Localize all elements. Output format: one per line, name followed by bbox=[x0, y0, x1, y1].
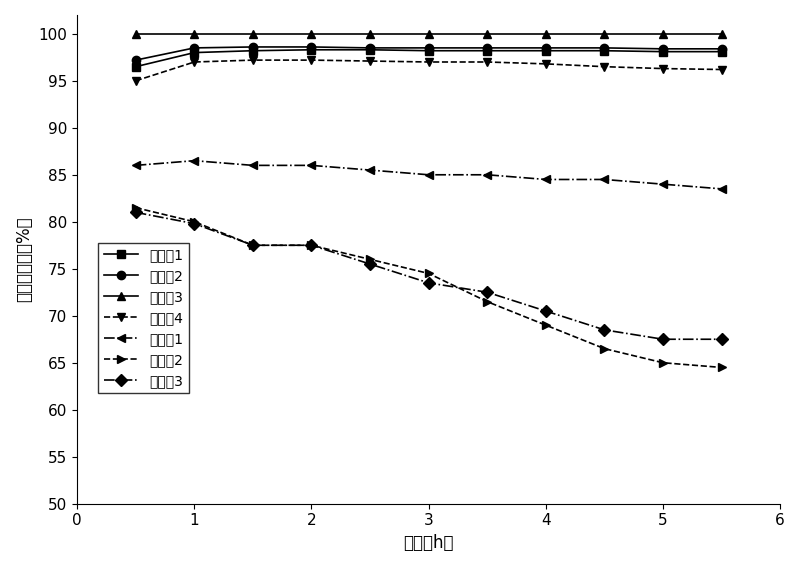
实施例4 bbox=[482, 58, 492, 65]
实施例4 bbox=[717, 66, 726, 73]
Line: 实施例3: 实施例3 bbox=[131, 29, 726, 38]
对比例2 bbox=[306, 242, 316, 249]
实施例1 bbox=[306, 46, 316, 53]
实施例1 bbox=[717, 48, 726, 55]
Line: 实施例4: 实施例4 bbox=[131, 56, 726, 85]
Legend: 实施例1, 实施例2, 实施例3, 实施例4, 对比例1, 对比例2, 对比例3: 实施例1, 实施例2, 实施例3, 实施例4, 对比例1, 对比例2, 对比例3 bbox=[98, 243, 189, 393]
实施例4 bbox=[131, 77, 141, 84]
对比例3 bbox=[482, 289, 492, 295]
对比例3 bbox=[248, 242, 258, 249]
实施例1 bbox=[541, 47, 550, 54]
对比例3 bbox=[658, 336, 668, 342]
实施例1 bbox=[366, 46, 375, 53]
实施例1 bbox=[599, 47, 609, 54]
实施例2 bbox=[306, 44, 316, 50]
对比例2 bbox=[131, 204, 141, 211]
实施例1 bbox=[248, 47, 258, 54]
对比例2 bbox=[424, 270, 434, 277]
实施例1 bbox=[131, 64, 141, 70]
实施例2 bbox=[248, 44, 258, 50]
实施例3 bbox=[424, 31, 434, 37]
对比例1 bbox=[131, 162, 141, 169]
对比例1 bbox=[424, 171, 434, 178]
实施例4 bbox=[541, 61, 550, 67]
实施例2 bbox=[424, 44, 434, 51]
对比例1 bbox=[541, 176, 550, 183]
实施例3 bbox=[248, 31, 258, 37]
实施例2 bbox=[366, 44, 375, 51]
对比例3 bbox=[424, 280, 434, 286]
实施例1 bbox=[658, 48, 668, 55]
对比例2 bbox=[658, 359, 668, 366]
对比例1 bbox=[717, 185, 726, 192]
Line: 对比例1: 对比例1 bbox=[131, 156, 726, 193]
对比例1 bbox=[599, 176, 609, 183]
对比例2 bbox=[248, 242, 258, 249]
对比例2 bbox=[717, 364, 726, 371]
实施例2 bbox=[658, 45, 668, 52]
X-axis label: 时间（h）: 时间（h） bbox=[403, 534, 454, 552]
实施例3 bbox=[482, 31, 492, 37]
对比例2 bbox=[541, 321, 550, 328]
实施例3 bbox=[541, 31, 550, 37]
对比例3 bbox=[190, 220, 199, 227]
实施例3 bbox=[658, 31, 668, 37]
实施例4 bbox=[248, 57, 258, 64]
对比例3 bbox=[366, 261, 375, 268]
实施例4 bbox=[190, 58, 199, 65]
对比例1 bbox=[482, 171, 492, 178]
实施例4 bbox=[424, 58, 434, 65]
实施例3 bbox=[306, 31, 316, 37]
对比例1 bbox=[306, 162, 316, 169]
对比例1 bbox=[658, 181, 668, 188]
对比例3 bbox=[541, 308, 550, 315]
对比例1 bbox=[248, 162, 258, 169]
实施例4 bbox=[658, 65, 668, 72]
实施例4 bbox=[306, 57, 316, 64]
对比例2 bbox=[482, 298, 492, 305]
Line: 对比例3: 对比例3 bbox=[131, 208, 726, 344]
实施例2 bbox=[131, 57, 141, 64]
对比例3 bbox=[306, 242, 316, 249]
对比例2 bbox=[599, 345, 609, 352]
实施例3 bbox=[717, 31, 726, 37]
实施例2 bbox=[482, 44, 492, 51]
实施例2 bbox=[541, 44, 550, 51]
实施例2 bbox=[717, 45, 726, 52]
实施例3 bbox=[599, 31, 609, 37]
实施例4 bbox=[599, 64, 609, 70]
对比例1 bbox=[366, 167, 375, 174]
对比例1 bbox=[190, 157, 199, 164]
Line: 对比例2: 对比例2 bbox=[131, 204, 726, 371]
实施例2 bbox=[599, 44, 609, 51]
实施例1 bbox=[482, 47, 492, 54]
实施例4 bbox=[366, 58, 375, 65]
实施例3 bbox=[190, 31, 199, 37]
Y-axis label: 乙沔转化率（%）: 乙沔转化率（%） bbox=[15, 217, 33, 302]
Line: 实施例1: 实施例1 bbox=[131, 45, 726, 71]
实施例2 bbox=[190, 44, 199, 51]
实施例3 bbox=[366, 31, 375, 37]
对比例3 bbox=[717, 336, 726, 342]
实施例1 bbox=[424, 47, 434, 54]
对比例2 bbox=[190, 218, 199, 225]
实施例1 bbox=[190, 49, 199, 56]
实施例3 bbox=[131, 31, 141, 37]
对比例3 bbox=[599, 327, 609, 333]
对比例3 bbox=[131, 209, 141, 216]
对比例2 bbox=[366, 256, 375, 263]
Line: 实施例2: 实施例2 bbox=[131, 43, 726, 64]
